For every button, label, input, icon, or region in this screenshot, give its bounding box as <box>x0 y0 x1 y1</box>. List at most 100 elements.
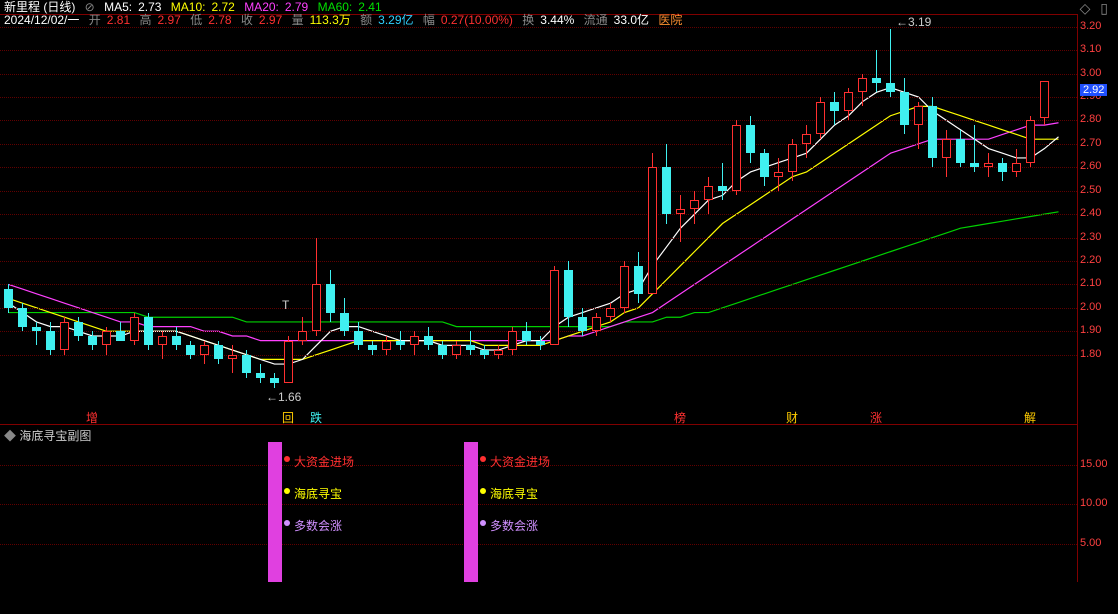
candle[interactable] <box>130 313 139 346</box>
candle[interactable] <box>746 116 755 163</box>
candle[interactable] <box>186 341 195 360</box>
candle[interactable] <box>830 92 839 125</box>
candle[interactable] <box>438 341 447 360</box>
candle[interactable] <box>46 322 55 355</box>
candle[interactable] <box>1040 81 1049 126</box>
candle[interactable] <box>298 317 307 345</box>
candle[interactable] <box>214 341 223 364</box>
candle[interactable] <box>914 102 923 149</box>
candle[interactable] <box>998 158 1007 181</box>
candle[interactable] <box>494 345 503 359</box>
candle[interactable] <box>368 341 377 355</box>
candle[interactable] <box>158 331 167 359</box>
candle[interactable] <box>144 313 153 350</box>
candle[interactable] <box>284 336 293 383</box>
candle[interactable] <box>662 144 671 224</box>
candle[interactable] <box>844 88 853 121</box>
candle[interactable] <box>536 336 545 350</box>
close-value: 2.97 <box>259 13 282 27</box>
candle[interactable] <box>942 130 951 177</box>
low-price-callout: ←1.66 <box>266 390 301 404</box>
candle[interactable] <box>774 158 783 191</box>
candle[interactable] <box>116 322 125 341</box>
ma5-label: MA5: <box>104 0 132 14</box>
stock-name[interactable]: 新里程 (日线) <box>4 0 75 14</box>
price-tick: 2.00 <box>1080 301 1101 313</box>
candle[interactable] <box>718 163 727 200</box>
candle[interactable] <box>410 331 419 354</box>
candle[interactable] <box>984 153 993 176</box>
candle[interactable] <box>620 261 629 313</box>
candle[interactable] <box>704 177 713 214</box>
range-label: 幅 <box>423 13 435 27</box>
candle[interactable] <box>900 78 909 134</box>
candle[interactable] <box>760 149 769 186</box>
candle[interactable] <box>32 322 41 345</box>
candle[interactable] <box>270 373 279 387</box>
indicator-dot <box>480 456 486 462</box>
candle[interactable] <box>200 341 209 364</box>
candle[interactable] <box>242 350 251 378</box>
candle[interactable] <box>648 153 657 294</box>
candle[interactable] <box>480 345 489 359</box>
candle[interactable] <box>690 191 699 224</box>
candle[interactable] <box>74 317 83 340</box>
candle[interactable] <box>340 298 349 335</box>
candle[interactable] <box>578 308 587 336</box>
candle[interactable] <box>1012 149 1021 177</box>
indicator-tick: 10.00 <box>1080 497 1108 509</box>
diamond-icon[interactable]: ◇ <box>1080 0 1091 16</box>
current-price-tag: 2.92 <box>1080 84 1107 96</box>
candle[interactable] <box>816 97 825 139</box>
candle[interactable] <box>1026 116 1035 168</box>
candle[interactable] <box>802 125 811 158</box>
candle[interactable] <box>550 266 559 346</box>
candle[interactable] <box>858 74 867 107</box>
low-value: 2.78 <box>208 13 231 27</box>
candle[interactable] <box>956 130 965 167</box>
candle[interactable] <box>88 331 97 350</box>
price-tick: 2.10 <box>1080 277 1101 289</box>
candle[interactable] <box>732 120 741 195</box>
indicator-signal-label: 海底寻宝 <box>294 485 342 502</box>
candle[interactable] <box>452 341 461 360</box>
candle[interactable] <box>886 29 895 97</box>
date-value: 2024/12/02/一 <box>4 13 79 27</box>
candlestick-pane[interactable]: ←3.19←1.66T增回跌榜财涨解 <box>0 14 1078 424</box>
indicator-signal-bar[interactable] <box>268 442 282 582</box>
candle[interactable] <box>564 261 573 327</box>
candle[interactable] <box>18 303 27 331</box>
ma-lines-overlay <box>0 15 1078 425</box>
candle[interactable] <box>382 336 391 355</box>
indicator-signal-bar[interactable] <box>464 442 478 582</box>
candle[interactable] <box>396 331 405 350</box>
float-label: 流通 <box>584 13 608 27</box>
candle[interactable] <box>60 317 69 354</box>
candle[interactable] <box>228 345 237 373</box>
indicator-axis: 15.0010.005.00 <box>1078 424 1118 582</box>
candle[interactable] <box>676 195 685 242</box>
candle[interactable] <box>354 322 363 350</box>
candle[interactable] <box>928 97 937 167</box>
layout-icon[interactable]: ▯ <box>1100 0 1108 16</box>
sector-value[interactable]: 医院 <box>658 13 682 27</box>
candle[interactable] <box>102 327 111 355</box>
candle[interactable] <box>970 125 979 172</box>
candle[interactable] <box>172 327 181 350</box>
candle[interactable] <box>634 252 643 304</box>
indicator-title: ◆ 海底寻宝副图 <box>4 427 91 444</box>
candle[interactable] <box>522 322 531 345</box>
candle[interactable] <box>872 50 881 92</box>
candle[interactable] <box>508 327 517 355</box>
candle[interactable] <box>424 327 433 350</box>
candle[interactable] <box>466 331 475 354</box>
candle[interactable] <box>312 238 321 336</box>
candle[interactable] <box>788 139 797 181</box>
candle[interactable] <box>4 284 13 312</box>
candle[interactable] <box>592 313 601 336</box>
candle[interactable] <box>326 270 335 322</box>
indicator-pane[interactable]: ◆ 海底寻宝副图 大资金进场海底寻宝多数会涨大资金进场海底寻宝多数会涨 <box>0 424 1078 582</box>
ma10-label: MA10: <box>171 0 206 14</box>
candle[interactable] <box>256 364 265 383</box>
candle[interactable] <box>606 303 615 322</box>
